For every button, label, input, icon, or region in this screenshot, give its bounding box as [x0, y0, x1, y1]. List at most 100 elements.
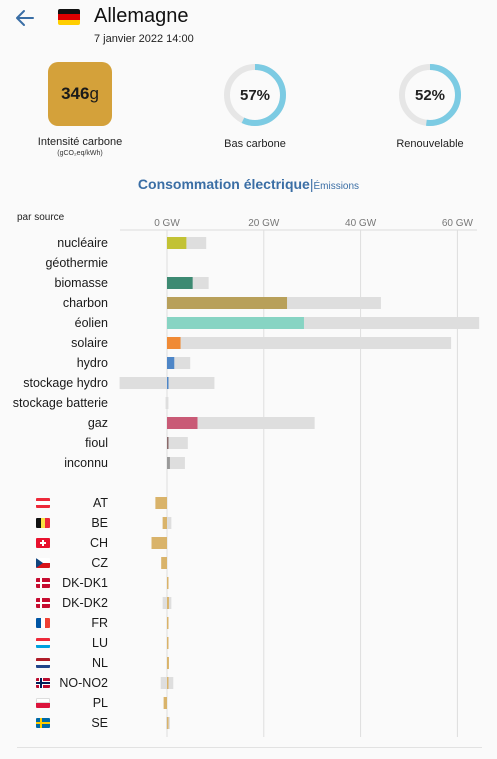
netherlands-flag-icon — [36, 658, 50, 668]
exchange-label: SE — [91, 716, 108, 730]
capacity-bar — [167, 437, 188, 449]
exchange-flow-bar — [167, 717, 169, 729]
exchange-label: CH — [89, 536, 108, 550]
belgium-flag-icon — [36, 518, 50, 528]
datetime: 7 janvier 2022 14:00 — [94, 33, 194, 45]
exchange-label: AT — [92, 496, 108, 510]
exchange-flow-bar — [151, 537, 167, 549]
czech-flag-icon — [36, 558, 50, 568]
exchange-row: NO-NO2 — [0, 673, 120, 693]
source-label: éolien — [75, 316, 108, 330]
exchange-label: LU — [92, 636, 108, 650]
exchange-row: CH — [0, 533, 120, 553]
divider — [17, 747, 482, 748]
by-source-label: par source — [17, 212, 65, 223]
production-bar — [167, 337, 181, 349]
production-bar — [167, 237, 187, 249]
carbon-intensity-kpi: 346 g Intensité carbone (gCO₂eq/kWh) — [20, 62, 140, 157]
production-bar — [167, 277, 193, 289]
source-label: fioul — [85, 436, 108, 450]
tab-emissions[interactable]: Émissions — [313, 181, 360, 192]
source-label: solaire — [71, 336, 108, 350]
exchange-row: BE — [0, 513, 120, 533]
carbon-intensity-unit: (gCO₂eq/kWh) — [57, 150, 103, 157]
source-label: stockage batterie — [13, 396, 108, 410]
renewable-kpi: 52% Renouvelable — [370, 62, 490, 150]
exchange-label: CZ — [91, 556, 108, 570]
exchange-row: SE — [0, 713, 120, 733]
exchange-row: PL — [0, 693, 120, 713]
exchange-row: AT — [0, 493, 120, 513]
low-carbon-value: 57% — [239, 86, 271, 104]
exchange-row: FR — [0, 613, 120, 633]
exchange-flow-bar — [161, 557, 167, 569]
exchange-label: DK-DK2 — [62, 596, 108, 610]
source-label: nucléaire — [57, 236, 108, 250]
exchange-flow-bar — [167, 637, 169, 649]
source-label: hydro — [77, 356, 108, 370]
exchange-row: CZ — [0, 553, 120, 573]
source-label: géothermie — [45, 256, 108, 270]
low-carbon-ring: 57% — [222, 62, 288, 128]
capacity-bar — [167, 457, 185, 469]
tick-label: 60 GW — [442, 218, 474, 229]
capacity-bar — [167, 417, 315, 429]
production-bar — [167, 357, 175, 369]
tick-label: 20 GW — [248, 218, 280, 229]
source-label: biomasse — [55, 276, 109, 290]
switzerland-flag-icon — [36, 538, 50, 548]
sweden-flag-icon — [36, 718, 50, 728]
exchange-flow-bar — [155, 497, 167, 509]
arrow-left-icon[interactable] — [12, 6, 38, 30]
exchange-label: BE — [91, 516, 108, 530]
denmark-flag-icon — [36, 598, 50, 608]
poland-flag-icon — [36, 698, 50, 708]
source-label: stockage hydro — [23, 376, 108, 390]
production-bar — [167, 437, 169, 449]
germany-flag-icon — [58, 9, 80, 25]
exchange-row: LU — [0, 633, 120, 653]
renewable-value: 52% — [414, 86, 446, 104]
exchange-flow-bar — [167, 617, 169, 629]
zone-header: Allemagne 7 janvier 2022 14:00 — [0, 0, 497, 52]
exchange-label: NL — [92, 656, 108, 670]
austria-flag-icon — [36, 498, 50, 508]
chart-tabs: Consommation électrique|Émissions — [137, 176, 360, 192]
carbon-intensity-box: 346 g — [48, 62, 112, 126]
production-bar — [167, 417, 198, 429]
capacity-bar — [165, 397, 169, 409]
tick-label: 40 GW — [345, 218, 377, 229]
renewable-ring: 52% — [397, 62, 463, 128]
capacity-bar — [167, 337, 452, 349]
production-bar — [167, 297, 288, 309]
tick-label: 0 GW — [154, 218, 180, 229]
denmark-flag-icon — [36, 578, 50, 588]
renewable-label: Renouvelable — [396, 138, 464, 150]
exchange-flow-bar — [167, 577, 169, 589]
exchange-label: FR — [91, 616, 108, 630]
source-label: inconnu — [64, 456, 108, 470]
zone-name: Allemagne — [94, 5, 189, 27]
source-label: gaz — [88, 416, 108, 430]
production-bar — [167, 457, 170, 469]
exchange-flow-bar — [167, 657, 169, 669]
carbon-intensity-label: Intensité carbone — [37, 136, 123, 148]
france-flag-icon — [36, 618, 50, 628]
production-bar — [167, 317, 304, 329]
norway-flag-icon — [36, 678, 50, 688]
source-label: charbon — [63, 296, 108, 310]
exchange-label: DK-DK1 — [62, 576, 108, 590]
low-carbon-kpi: 57% Bas carbone — [195, 62, 315, 150]
exchange-flow-bar — [167, 597, 169, 609]
exchange-flow-bar — [167, 677, 169, 689]
exchange-flow-bar — [163, 697, 167, 709]
exchange-flow-bar — [162, 517, 167, 529]
exchange-label: NO-NO2 — [59, 676, 108, 690]
production-bar — [167, 377, 169, 389]
tab-consumption[interactable]: Consommation électrique — [137, 176, 310, 192]
low-carbon-label: Bas carbone — [224, 138, 286, 150]
luxembourg-flag-icon — [36, 638, 50, 648]
exchange-row: DK-DK1 — [0, 573, 120, 593]
production-chart: 0 GW 20 GW 40 GW 60 GW nucléaire géothermie bi… — [13, 218, 480, 737]
exchange-label: PL — [92, 696, 108, 710]
